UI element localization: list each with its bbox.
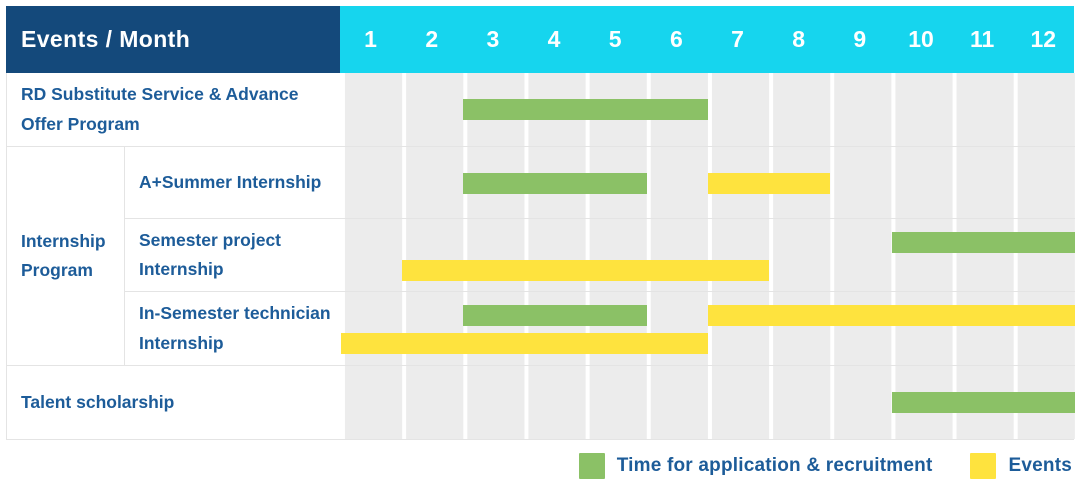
application-bar — [463, 305, 647, 326]
month-label: 2 — [425, 26, 439, 52]
row-label-text: In-Semester technician Internship — [139, 303, 331, 353]
timeline-row-talent-scholarship — [341, 365, 1075, 439]
month-label: 1 — [364, 26, 377, 52]
month-label: 11 — [969, 26, 995, 52]
row-label-talent-scholarship: Talent scholarship — [7, 365, 341, 439]
row-label-rd-substitute: RD Substitute Service & Advance Offer Pr… — [7, 73, 341, 146]
month-label: 12 — [1030, 26, 1057, 52]
application-bar — [891, 392, 1075, 413]
timeline-row-a-plus-summer — [341, 146, 1075, 218]
legend-item-application: Time for application & recruitment — [578, 453, 933, 479]
month-label: 8 — [792, 26, 806, 52]
row-label-in-semester-technician: In-Semester technician Internship — [124, 291, 341, 365]
table-body: RD Substitute Service & Advance Offer Pr… — [6, 73, 1075, 440]
table-header: Events / Month 1 2 3 4 5 6 7 8 9 10 11 12 — [6, 6, 1074, 73]
month-label: 10 — [908, 26, 934, 52]
events-bar — [341, 333, 708, 354]
month-label: 3 — [486, 26, 500, 52]
timeline-row-rd-substitute — [341, 73, 1075, 146]
page-title: Events / Month — [21, 26, 191, 52]
month-label: 9 — [853, 26, 867, 52]
application-bar — [463, 99, 708, 120]
legend-label-events: Events — [1008, 455, 1072, 476]
group-label-internship-program: Internship Program — [7, 146, 124, 365]
header-title-cell: Events / Month — [6, 6, 340, 73]
row-label-text: Talent scholarship — [21, 391, 175, 412]
timeline-row-in-semester-technician — [341, 291, 1075, 365]
legend-label-application: Time for application & recruitment — [616, 455, 933, 476]
row-label-text: A+Summer Internship — [139, 171, 322, 192]
month-label: 5 — [608, 26, 622, 52]
month-label: 4 — [547, 26, 561, 52]
legend: Time for application & recruitment Event… — [578, 453, 1072, 479]
schedule-table: Events / Month 1 2 3 4 5 6 7 8 9 10 11 12 RD Substi… — [6, 6, 1075, 440]
timeline-row-semester-project — [341, 218, 1075, 291]
application-color-swatch — [578, 453, 605, 479]
group-label-text: Internship Program — [21, 230, 106, 280]
events-color-swatch — [970, 453, 997, 479]
row-label-semester-project: Semester project Internship — [124, 218, 341, 291]
events-bar — [708, 305, 1075, 326]
events-bar — [708, 173, 831, 194]
months-row: 1 2 3 4 5 6 7 8 9 10 11 12 — [340, 6, 1074, 73]
application-bar — [891, 232, 1075, 253]
application-bar — [463, 173, 647, 194]
month-label: 6 — [669, 26, 683, 52]
row-label-a-plus-summer: A+Summer Internship — [124, 146, 341, 218]
month-label: 7 — [731, 26, 744, 52]
legend-item-events: Events — [970, 453, 1072, 479]
events-bar — [402, 260, 770, 281]
row-label-text: RD Substitute Service & Advance Offer Pr… — [21, 84, 299, 134]
row-label-text: Semester project Internship — [139, 229, 282, 279]
